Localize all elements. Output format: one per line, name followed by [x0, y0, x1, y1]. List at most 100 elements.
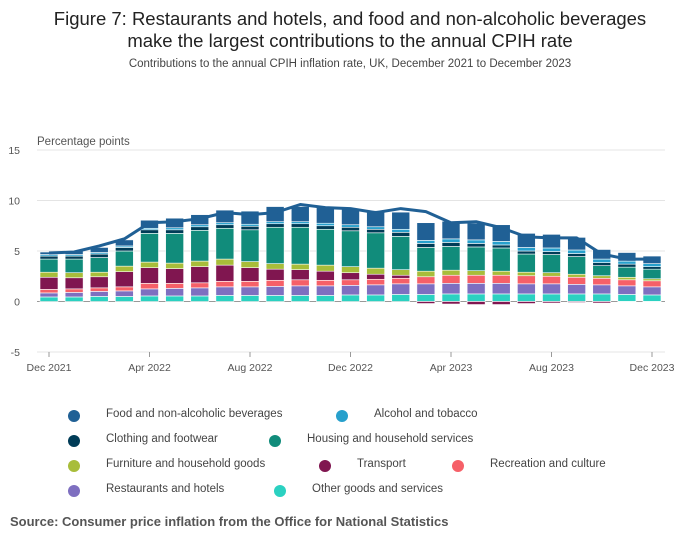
bar-segment: [341, 285, 360, 296]
bar-segment: [140, 267, 159, 284]
bar-segment: [89, 296, 109, 302]
bar-segment: [290, 269, 310, 281]
bar-segment: [215, 286, 235, 296]
bar-segment: [341, 272, 360, 281]
bar-segment: [366, 210, 385, 228]
legend-label: Other goods and services: [312, 483, 444, 495]
bar-segment: [64, 258, 84, 274]
bar-segment: [240, 261, 260, 268]
bar-segment: [416, 222, 436, 241]
bar-segment: [517, 271, 536, 277]
bar-segment: [290, 279, 310, 287]
x-tick-label: Dec 2022: [328, 362, 373, 374]
bar-segment: [466, 270, 486, 276]
source-note: Source: Consumer price inflation from th…: [10, 514, 449, 529]
bar-segment: [592, 275, 612, 279]
bar-segment: [316, 207, 335, 224]
bar-segment: [190, 282, 210, 289]
bar-segment: [391, 294, 411, 302]
bar-segment: [165, 262, 184, 269]
bar-segment: [466, 293, 486, 302]
legend-marker: [68, 485, 80, 497]
bar-segment: [115, 271, 134, 288]
bar-segment: [592, 265, 612, 277]
bar-segment: [240, 223, 260, 227]
bar-segment: [441, 238, 461, 243]
bar-segment: [341, 208, 360, 226]
bar-segment: [140, 229, 159, 234]
bar-segment: [466, 274, 486, 284]
bar-segment: [265, 286, 285, 296]
bar-segment: [89, 287, 109, 292]
bar-segment: [391, 228, 411, 233]
bar-segment: [366, 267, 385, 275]
bar-segment: [567, 293, 586, 302]
bar-segment: [341, 266, 360, 274]
bar-segment: [39, 258, 59, 273]
bar-segment: [215, 264, 235, 282]
bar-segment: [567, 249, 586, 254]
bar-segment: [642, 280, 662, 288]
bar-segment: [366, 294, 385, 302]
bar-segment: [89, 276, 109, 289]
legend-marker: [269, 435, 281, 447]
bar-segment: [215, 222, 235, 226]
bar-segment: [165, 268, 184, 284]
bar-segment: [567, 301, 586, 303]
bar-segment: [592, 262, 612, 266]
bar-segment: [441, 301, 461, 305]
bar-segment: [316, 295, 335, 302]
bar-segment: [265, 226, 285, 264]
bar-segment: [391, 232, 411, 237]
x-tick-label: Aug 2023: [529, 362, 574, 374]
bar-segment: [341, 230, 360, 267]
bar-segment: [341, 224, 360, 228]
bar-segment: [517, 247, 536, 252]
bar-segment: [39, 289, 59, 294]
bar-segment: [642, 263, 662, 267]
chart-title-line1: Figure 7: Restaurants and hotels, and fo…: [53, 8, 647, 29]
chart-subtitle: Contributions to the annual CPIH inflati…: [128, 58, 572, 70]
bar-segment: [617, 301, 637, 303]
bar-segment: [165, 288, 184, 297]
bar-segment: [215, 280, 235, 288]
x-tick-label: Apr 2022: [128, 362, 171, 374]
bar-segment: [165, 295, 184, 302]
bar-segment: [316, 228, 335, 266]
bar-segment: [491, 270, 511, 276]
bar-segment: [441, 269, 461, 276]
bar-segment: [190, 266, 210, 284]
legend-marker: [68, 410, 80, 422]
bar-segment: [366, 284, 385, 296]
bar-segment: [542, 283, 561, 295]
bar-segment: [290, 226, 310, 265]
bar-segment: [441, 283, 461, 295]
bar-segment: [567, 256, 586, 275]
bar-segment: [642, 266, 662, 270]
bar-segment: [215, 258, 235, 266]
bar-segment: [115, 296, 134, 302]
bar-segment: [617, 294, 637, 302]
bar-segment: [517, 301, 536, 304]
bar-segment: [140, 233, 159, 263]
bar-segment: [617, 279, 637, 287]
bar-segment: [391, 211, 411, 230]
legend-label: Food and non-alcoholic beverages: [106, 408, 283, 420]
bar-segment: [466, 283, 486, 295]
legend-marker: [68, 460, 80, 472]
bar-segment: [215, 224, 235, 229]
bar-segment: [39, 255, 59, 260]
bar-segment: [466, 239, 486, 244]
bar-segment: [115, 286, 134, 292]
bar-segment: [642, 301, 662, 303]
legend-label: Clothing and footwear: [106, 433, 218, 445]
bar-segment: [592, 301, 612, 304]
bar-segment: [517, 253, 536, 273]
bar-segment: [416, 276, 436, 285]
bar-segment: [391, 277, 411, 285]
bar-segment: [39, 292, 59, 298]
bar-segment: [416, 243, 436, 248]
x-tick-label: Aug 2022: [228, 362, 273, 374]
bar-segment: [441, 242, 461, 247]
bar-segment: [466, 301, 486, 305]
